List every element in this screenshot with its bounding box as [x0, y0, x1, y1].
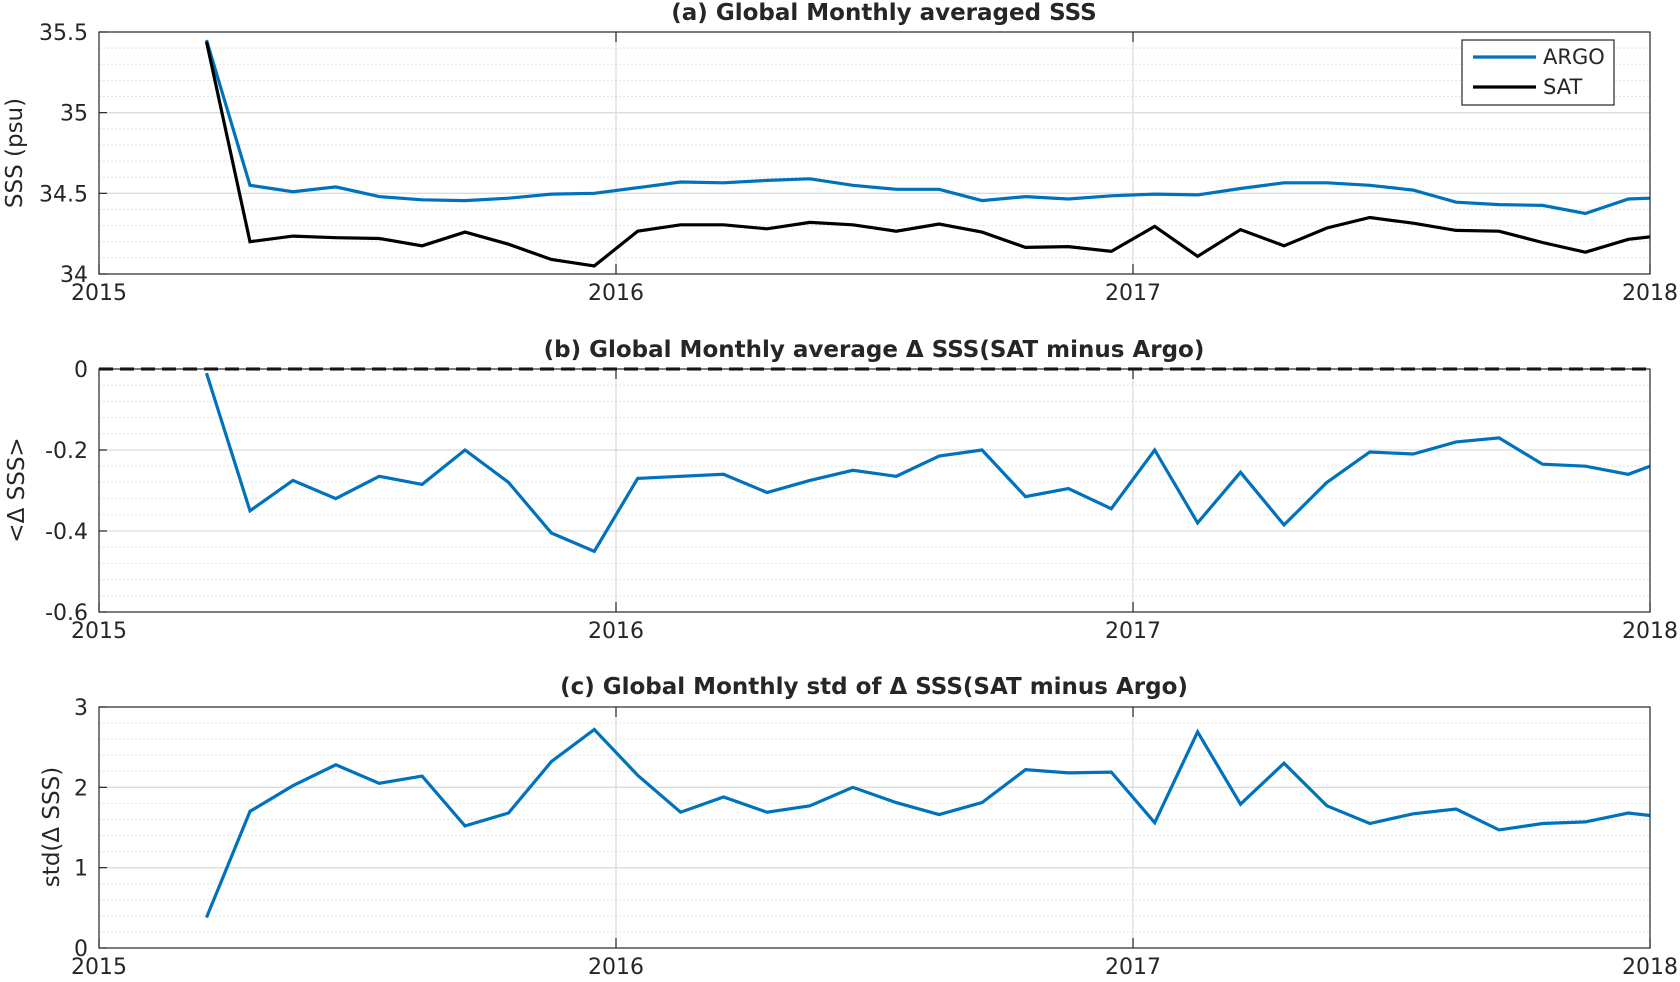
panel-c-xtick-label: 2015: [71, 955, 127, 980]
panel-a-title: (a) Global Monthly averaged SSS: [671, 0, 1096, 26]
panel-a-axes-box: [98, 31, 1651, 275]
legend: ARGO SAT: [1461, 39, 1615, 106]
panel-c-series-line-main: [205, 727, 1651, 919]
panel-b-ytick-label: -0.4: [45, 520, 88, 545]
panel-c-ytick-label: 3: [74, 696, 88, 721]
panel-c-series: [205, 727, 1651, 919]
panel-c-ytick-label: 2: [74, 776, 88, 801]
panel-b-grid: [99, 369, 1650, 612]
panel-b-xtick-label: 2018: [1622, 619, 1678, 644]
panel-c-ytick-label: 1: [74, 857, 88, 882]
panel-a-ticks: 34 34.5 35 35.5 2015 2016 2017 2018: [39, 21, 1678, 306]
panel-a: (a) Global Monthly averaged SSS 34 34.5 35…: [2, 0, 1678, 306]
panel-c-xtick-label: 2017: [1105, 955, 1161, 980]
panel-b-series-line-main: [204, 372, 1651, 554]
panel-a-xtick-label: 2018: [1622, 281, 1678, 306]
panel-a-series-line-argo: [204, 39, 1651, 216]
panel-b-ytick-label: -0.6: [45, 601, 88, 626]
panel-a-xtick-label: 2016: [588, 281, 644, 306]
panel-a-ytick-label: 34: [60, 263, 88, 288]
panel-b-ylabel: <Δ SSS>: [4, 437, 30, 542]
panel-c-title: (c) Global Monthly std of Δ SSS(SAT minu…: [560, 674, 1188, 700]
panel-c-ylabel: std(Δ SSS): [39, 767, 65, 887]
panel-b-ticks: -0.6 -0.4 -0.2 0 2015 2016 2017 2018: [45, 358, 1678, 644]
panel-b-xtick-label: 2015: [71, 619, 127, 644]
panel-a-series-line-sat: [204, 41, 1651, 268]
panel-a-grid: [99, 32, 1650, 274]
panel-c-axes-box: [98, 706, 1651, 949]
panel-a-ytick-label: 34.5: [39, 182, 88, 207]
panel-c-ytick-label: 0: [74, 937, 88, 962]
panel-b-series: [204, 372, 1651, 554]
panel-c-ticks: 0 1 2 3 2015 2016 2017 2018: [71, 696, 1678, 980]
panel-b-ytick-label: 0: [74, 358, 88, 383]
panel-b-ytick-label: -0.2: [45, 439, 88, 464]
legend-sat-label: SAT: [1543, 75, 1582, 99]
panel-a-ytick-label: 35: [60, 102, 88, 127]
panel-b-title: (b) Global Monthly average Δ SSS(SAT min…: [544, 337, 1205, 363]
panel-c-xtick-label: 2016: [588, 955, 644, 980]
panel-a-series: [204, 39, 1651, 268]
legend-box: [1461, 39, 1615, 106]
panel-c-xtick-label: 2018: [1622, 955, 1678, 980]
panel-c-grid: [99, 707, 1650, 948]
panel-a-xtick-label: 2015: [71, 281, 127, 306]
legend-argo-label: ARGO: [1543, 45, 1605, 69]
panel-a-xtick-label: 2017: [1105, 281, 1161, 306]
panel-b-xtick-label: 2016: [588, 619, 644, 644]
panel-a-ylabel: SSS (psu): [2, 98, 28, 208]
panel-c: (c) Global Monthly std of Δ SSS(SAT minu…: [39, 674, 1678, 980]
panel-b-xtick-label: 2017: [1105, 619, 1161, 644]
panel-b: (b) Global Monthly average Δ SSS(SAT min…: [4, 337, 1678, 644]
panel-a-ytick-label: 35.5: [39, 21, 88, 46]
panel-b-axes-box: [98, 368, 1651, 613]
